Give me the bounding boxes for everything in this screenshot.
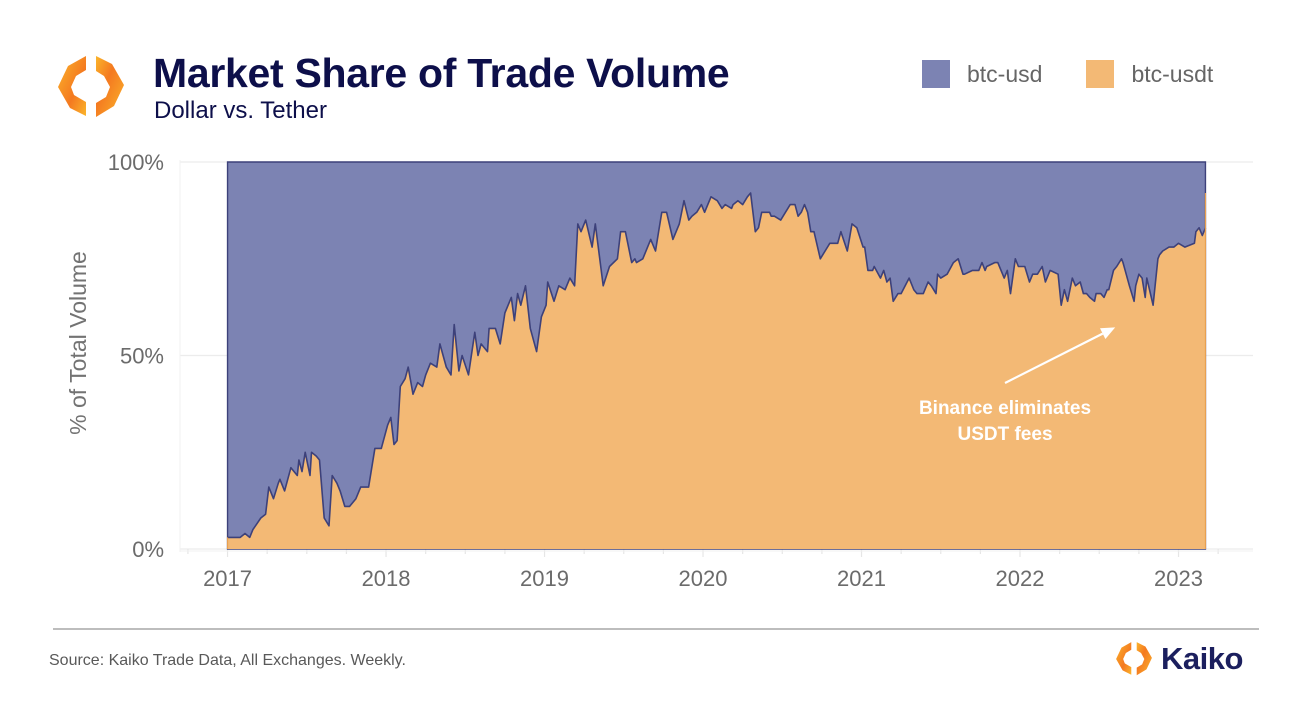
annotation-arrowhead-icon <box>1099 327 1116 339</box>
x-tick-label: 2022 <box>996 566 1045 591</box>
kaiko-logo-icon <box>58 56 124 117</box>
source-note: Source: Kaiko Trade Data, All Exchanges.… <box>49 652 406 669</box>
chart-areas <box>226 161 1207 550</box>
y-tick-label: 50% <box>120 344 164 369</box>
x-tick-label: 2017 <box>203 566 252 591</box>
brand-logo: Kaiko <box>1115 641 1243 677</box>
x-axis-ticks: 2017 2018 2019 2020 2021 2022 2023 <box>203 566 1203 591</box>
y-tick-label: 100% <box>108 150 164 175</box>
legend: btc-usd btc-usdt <box>922 60 1257 88</box>
annotation-text-line1: Binance eliminates <box>919 398 1091 419</box>
chart-subtitle: Dollar vs. Tether <box>154 97 327 124</box>
brand-name: Kaiko <box>1161 641 1243 676</box>
legend-label-btc-usd: btc-usd <box>967 60 1043 87</box>
y-axis-ticks: 0% 50% 100% <box>108 150 164 562</box>
kaiko-brand-icon <box>1116 642 1152 676</box>
legend-label-btc-usdt: btc-usdt <box>1131 60 1214 87</box>
x-tick-label: 2020 <box>679 566 728 591</box>
y-tick-label: 0% <box>132 537 164 562</box>
annotation-text-line2: USDT fees <box>957 424 1052 445</box>
annotation-arrow <box>1004 332 1104 384</box>
x-tick-label: 2019 <box>520 566 569 591</box>
x-tick-label: 2023 <box>1154 566 1203 591</box>
legend-swatch-btc-usd <box>922 60 950 88</box>
series-area-btc-usdt <box>227 193 1206 549</box>
chart-title: Market Share of Trade Volume <box>153 50 730 96</box>
legend-swatch-btc-usdt <box>1086 60 1115 88</box>
annotation: Binance eliminates USDT fees <box>919 327 1116 445</box>
legend-item-btc-usd[interactable]: btc-usd <box>922 60 1042 88</box>
x-tick-label: 2018 <box>362 566 411 591</box>
series-boundary-line <box>227 192 1207 539</box>
area-chart: 0% 50% 100% 2017 2018 2019 2020 2021 2022 2023 %… <box>65 150 1253 591</box>
footer-divider <box>53 628 1259 630</box>
legend-item-btc-usdt[interactable]: btc-usdt <box>1086 60 1213 88</box>
x-tick-label: 2021 <box>837 566 886 591</box>
y-axis-label: % of Total Volume <box>65 251 91 435</box>
